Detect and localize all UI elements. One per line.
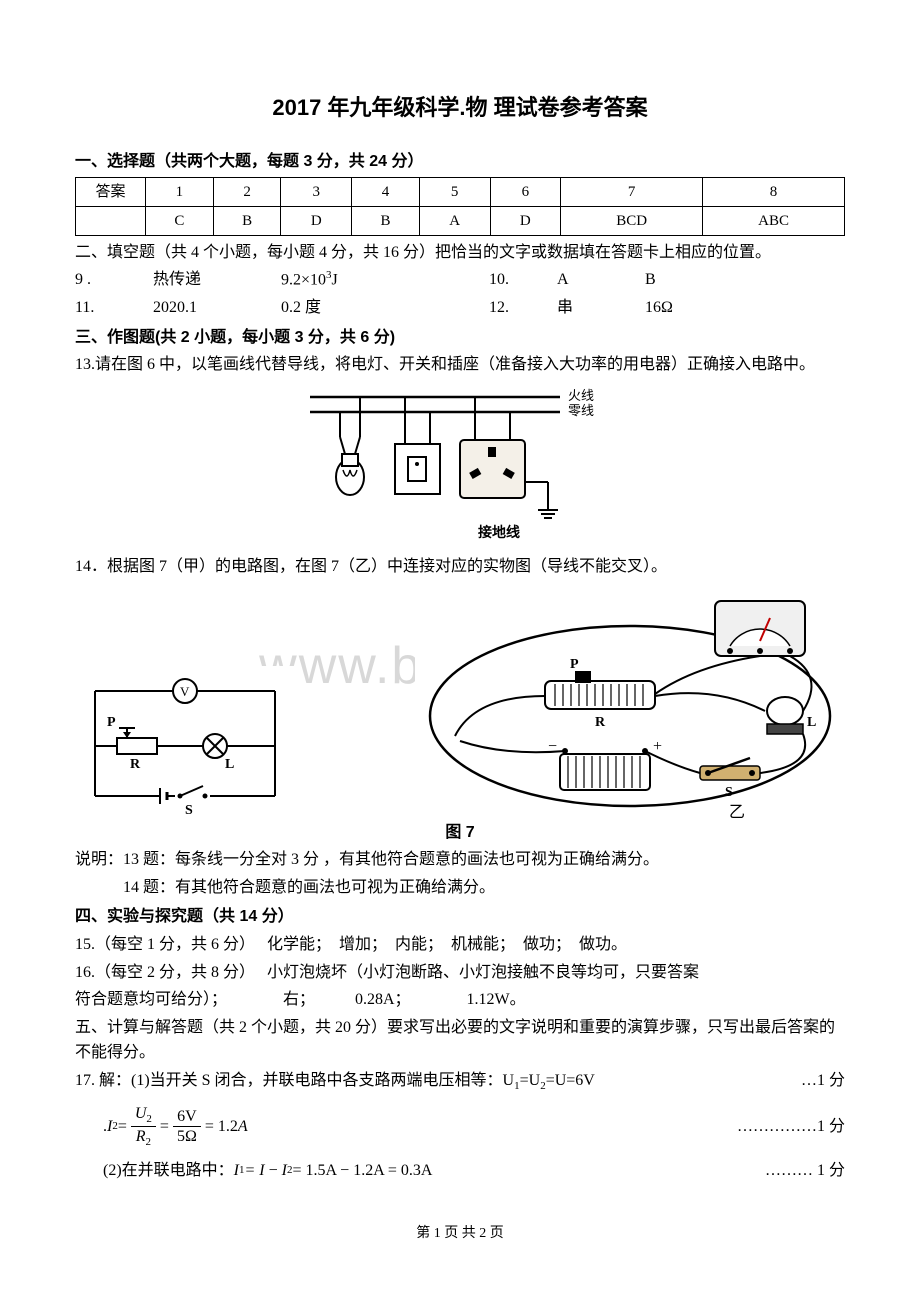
answer-cell: A: [419, 206, 490, 235]
col-num: 8: [703, 177, 845, 206]
table-row: 答案 1 2 3 4 5 6 7 8: [76, 177, 845, 206]
svg-text:L: L: [225, 757, 234, 772]
note-14: 14 题：有其他符合题意的画法也可视为正确给满分。: [75, 875, 845, 901]
fig-yi-label: 乙: [729, 800, 745, 826]
figure7-row: V P R L S: [75, 586, 845, 816]
answer-cell: B: [213, 206, 281, 235]
svg-text:L: L: [807, 715, 816, 730]
q9-ans1: 热传递: [153, 267, 253, 293]
note-13: 说明：13 题：每条线一分全对 3 分 ，有其他符合题意的画法也可视为正确给满分…: [75, 847, 845, 873]
q15: 15.（每空 1 分，共 6 分） 化学能； 增加； 内能； 机械能； 做功； …: [75, 932, 845, 958]
score-mark: …1 分: [761, 1068, 845, 1096]
page-footer: 第 1 页 共 2 页: [75, 1223, 845, 1245]
section4-header: 四、实验与探究题（共 14 分）: [75, 904, 845, 930]
svg-text:R: R: [130, 757, 141, 772]
q16-line2: 符合题意均可给分）； 右； 0.28A； 1.12W。: [75, 987, 845, 1013]
svg-text:零线: 零线: [568, 403, 594, 418]
formula-I2: . I2 = U2 R2 = 6V 5Ω = 1.2A ……………1 分: [75, 1104, 845, 1150]
score-mark: ……………1 分: [697, 1114, 845, 1140]
answer-label: 答案: [76, 177, 146, 206]
q11-num: 11.: [75, 295, 125, 321]
svg-text:接地线: 接地线: [478, 524, 520, 541]
q12-num: 12.: [489, 295, 529, 321]
q12-ans2: 16Ω: [645, 295, 673, 321]
col-num: 1: [146, 177, 214, 206]
answer-blank: [76, 206, 146, 235]
col-num: 5: [419, 177, 490, 206]
answer-cell: D: [490, 206, 561, 235]
col-num: 2: [213, 177, 281, 206]
answer-table: 答案 1 2 3 4 5 6 7 8 C B D B A D BCD ABC: [75, 177, 845, 236]
q9-num: 9 .: [75, 267, 125, 293]
fill-row-11-12: 11. 2020.1 0.2 度 12. 串 16Ω: [75, 295, 845, 321]
q14-text: 14．根据图 7（甲）的电路图，在图 7（乙）中连接对应的实物图（导线不能交叉）…: [75, 554, 845, 580]
svg-text:S: S: [725, 785, 733, 800]
q17-line2: (2)在并联电路中： I1 = I − I2 = 1.5A − 1.2A = 0…: [75, 1158, 845, 1184]
col-num: 4: [352, 177, 420, 206]
answer-cell: D: [281, 206, 352, 235]
answer-cell: BCD: [561, 206, 703, 235]
q11-ans1: 2020.1: [153, 295, 253, 321]
svg-text:V: V: [180, 684, 190, 699]
answer-cell: ABC: [703, 206, 845, 235]
q16-line1: 16.（每空 2 分，共 8 分） 小灯泡烧坏（小灯泡断路、小灯泡接触不良等均可…: [75, 960, 845, 986]
section5-header: 五、计算与解答题（共 2 个小题，共 20 分）要求写出必要的文字说明和重要的演…: [75, 1015, 845, 1066]
fill-row-9-10: 9 . 热传递 9.2×103J 10. A B: [75, 267, 845, 293]
col-num: 7: [561, 177, 703, 206]
circuit-schematic-diagram: V P R L S: [75, 666, 295, 816]
q10-ans2: B: [645, 267, 656, 293]
q10-ans1: A: [557, 267, 617, 293]
score-mark: ……… 1 分: [725, 1158, 845, 1184]
answer-cell: B: [352, 206, 420, 235]
q13-text: 13.请在图 6 中，以笔画线代替导线，将电灯、开关和插座（准备接入大功率的用电…: [75, 352, 845, 378]
col-num: 3: [281, 177, 352, 206]
physical-circuit-diagram: P R L − + S: [415, 586, 845, 816]
svg-text:+: +: [653, 738, 662, 755]
section1-header: 一、选择题（共两个大题，每题 3 分，共 24 分）: [75, 149, 845, 175]
q12-ans1: 串: [557, 295, 617, 321]
svg-text:S: S: [185, 803, 193, 816]
page-title: 2017 年九年级科学.物 理试卷参考答案: [75, 90, 845, 125]
svg-text:R: R: [595, 715, 606, 730]
section2-header: 二、填空题（共 4 个小题，每小题 4 分，共 16 分）把恰当的文字或数据填在…: [75, 240, 845, 266]
table-row: C B D B A D BCD ABC: [76, 206, 845, 235]
svg-text:火线: 火线: [568, 388, 594, 403]
household-circuit-diagram: 火线 零线 接地线: [300, 382, 620, 542]
answer-cell: C: [146, 206, 214, 235]
svg-text:P: P: [107, 715, 116, 730]
q17-line1: 17. 解：(1)当开关 S 闭合，并联电路中各支路两端电压相等：U1=U2=U…: [75, 1068, 845, 1096]
q9-ans2: 9.2×103J: [281, 267, 381, 293]
col-num: 6: [490, 177, 561, 206]
section3-header: 三、作图题(共 2 小题，每小题 3 分，共 6 分): [75, 325, 845, 351]
q11-ans2: 0.2 度: [281, 295, 381, 321]
svg-text:P: P: [570, 657, 579, 672]
q10-num: 10.: [489, 267, 529, 293]
